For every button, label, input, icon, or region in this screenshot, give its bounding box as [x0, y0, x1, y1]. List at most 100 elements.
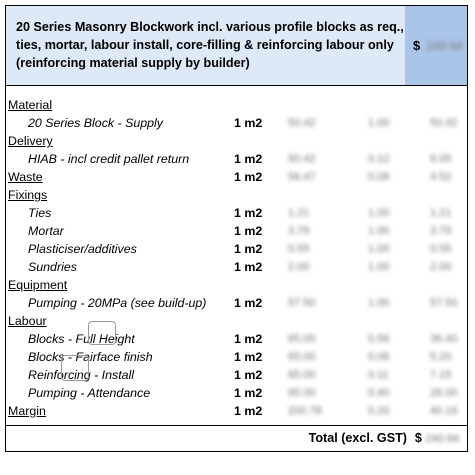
item-label: 20 Series Block - Supply: [28, 116, 163, 130]
quantity: 1 m2: [234, 386, 263, 400]
line-item-row: HIAB - incl credit pallet return 1 m2 50.4…: [6, 150, 467, 168]
cost-breakdown: Material 20 Series Block - Supply 1 m2 50.4…: [6, 96, 467, 420]
quantity: 1 m2: [234, 332, 263, 346]
unit-rate: 65.00: [288, 351, 316, 363]
line-total: 50.42: [430, 117, 458, 129]
item-label: Blocks - Full Height: [28, 332, 135, 346]
line-item-row: 20 Series Block - Supply 1 m2 50.42 1.00 50.…: [6, 114, 467, 132]
line-total: 0.55: [430, 243, 452, 255]
line-item-row: Reinforcing - Install 1 m2 65.00 0.11 7.15: [6, 366, 467, 384]
line-total: 3.79: [430, 225, 452, 237]
quantity: 1 m2: [234, 224, 263, 238]
unit-rate: 2.00: [288, 261, 310, 273]
unit-rate: 65.00: [288, 369, 316, 381]
line-total: 4.52: [430, 171, 452, 183]
unit-rate: 0.55: [288, 243, 310, 255]
line-total: 26.00: [430, 387, 458, 399]
quantity: 1 m2: [234, 260, 263, 274]
item-label: Blocks - Fairface finish: [28, 350, 153, 364]
unit-rate: 57.50: [288, 297, 316, 309]
category-row: Delivery: [6, 132, 467, 150]
total-label: Total (excl. GST): [308, 431, 407, 445]
category-row: Equipment: [6, 276, 467, 294]
factor: 0.08: [368, 171, 390, 183]
quantity: 1 m2: [234, 152, 263, 166]
selection-marker: [61, 355, 89, 381]
factor: 0.11: [368, 369, 389, 381]
line-item-row: Sundries 1 m2 2.00 1.00 2.00: [6, 258, 467, 276]
category-row: Waste 1 m2 56.47 0.08 4.52: [6, 168, 467, 186]
line-item-row: Mortar 1 m2 3.79 1.00 3.79: [6, 222, 467, 240]
item-header: 20 Series Masonry Blockwork incl. variou…: [6, 6, 467, 86]
factor: 1.00: [368, 207, 390, 219]
quantity: 1 m2: [234, 350, 263, 364]
item-label: Pumping - Attendance: [28, 386, 151, 400]
line-item-row: Blocks - Full Height 1 m2 65.00 0.56 36.40: [6, 330, 467, 348]
unit-rate: 50.42: [288, 117, 316, 129]
factor: 0.20: [368, 405, 390, 417]
category-label: Equipment: [8, 278, 68, 292]
line-total: 40.16: [430, 405, 458, 417]
quantity: 1 m2: [234, 116, 263, 130]
quantity: 1 m2: [234, 170, 263, 184]
item-label: Mortar: [28, 224, 64, 238]
quantity: 1 m2: [234, 206, 263, 220]
unit-rate: 50.42: [288, 153, 316, 165]
item-label: Pumping - 20MPa (see build-up): [28, 296, 207, 310]
line-item-row: Blocks - Fairface finish 1 m2 65.00 0.08 5.2…: [6, 348, 467, 366]
line-total: 2.00: [430, 261, 452, 273]
total-value-cell: $ 240.94: [415, 426, 459, 451]
category-label: Margin: [8, 404, 46, 418]
line-total: 6.05: [430, 153, 452, 165]
line-total: 57.50: [430, 297, 458, 309]
line-item-row: Plasticiser/additives 1 m2 0.55 1.00 0.55: [6, 240, 467, 258]
item-description: 20 Series Masonry Blockwork incl. variou…: [6, 6, 405, 85]
item-label: Reinforcing - Install: [28, 368, 135, 382]
factor: 1.00: [368, 243, 390, 255]
item-label: Ties: [28, 206, 52, 220]
estimate-sheet: 20 Series Masonry Blockwork incl. variou…: [5, 5, 468, 452]
factor: 0.40: [368, 387, 390, 399]
quantity: 1 m2: [234, 242, 263, 256]
quantity: 1 m2: [234, 368, 263, 382]
category-row: Material: [6, 96, 467, 114]
factor: 1.00: [368, 297, 390, 309]
line-item-row: Pumping - Attendance 1 m2 65.00 0.40 26.00: [6, 384, 467, 402]
quantity: 1 m2: [234, 404, 263, 418]
category-row: Margin 1 m2 200.78 0.20 40.16: [6, 402, 467, 420]
factor: 0.12: [368, 153, 390, 165]
quantity: 1 m2: [234, 296, 263, 310]
line-total: 5.20: [430, 351, 452, 363]
item-label: Plasticiser/additives: [28, 242, 137, 256]
category-row: Labour: [6, 312, 467, 330]
total-currency: $: [414, 431, 422, 445]
unit-rate: 65.00: [288, 387, 316, 399]
line-total: 36.40: [430, 333, 458, 345]
selection-marker: [88, 321, 116, 345]
line-total: 1.21: [430, 207, 452, 219]
item-label: HIAB - incl credit pallet return: [28, 152, 190, 166]
price-currency: $: [413, 38, 421, 53]
factor: 0.56: [368, 333, 390, 345]
unit-rate: 1.21: [288, 207, 310, 219]
category-label: Waste: [8, 170, 43, 184]
unit-rate: 200.78: [288, 405, 322, 417]
unit-rate: 3.79: [288, 225, 310, 237]
category-label: Fixings: [8, 188, 48, 202]
total-row: Total (excl. GST) $ 240.94: [6, 425, 467, 451]
item-label: Sundries: [28, 260, 77, 274]
category-label: Material: [8, 98, 53, 112]
factor: 0.08: [368, 351, 390, 363]
category-row: Fixings: [6, 186, 467, 204]
unit-rate: 65.00: [288, 333, 316, 345]
category-label: Labour: [8, 314, 47, 328]
unit-rate: 56.47: [288, 171, 316, 183]
factor: 1.00: [368, 261, 390, 273]
line-item-row: Ties 1 m2 1.21 1.00 1.21: [6, 204, 467, 222]
line-total: 7.15: [430, 369, 452, 381]
factor: 1.00: [368, 117, 390, 129]
price-value: 240.94: [426, 39, 463, 53]
line-item-row: Pumping - 20MPa (see build-up) 1 m2 57.50 1…: [6, 294, 467, 312]
factor: 1.00: [368, 225, 390, 237]
item-price-cell: $240.94: [405, 6, 467, 85]
